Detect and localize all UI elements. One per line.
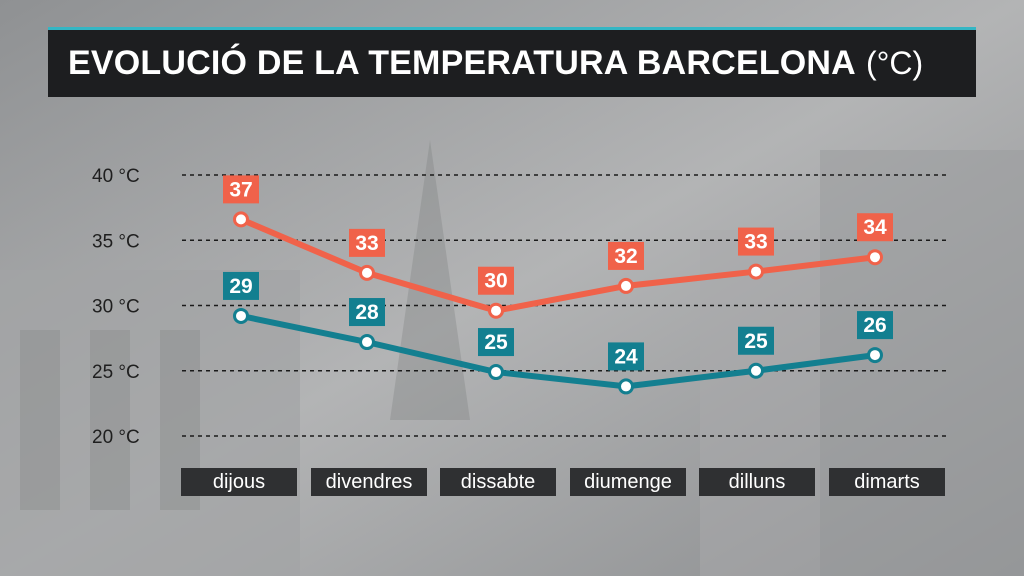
min-temperature-point (488, 364, 504, 381)
min-value-label-box (857, 311, 893, 340)
max-value-label: 37 (229, 178, 252, 201)
y-tick-label: 20 °C (92, 427, 140, 448)
y-tick-label: 25 °C (92, 362, 140, 383)
category-label: diumenge (570, 468, 686, 496)
min-value-label-box (608, 342, 644, 371)
min-temperature-point (359, 334, 375, 351)
min-value-label: 26 (863, 314, 886, 337)
max-temperature-point (618, 277, 634, 294)
max-temperature-point (748, 263, 764, 280)
max-temperature-point (867, 249, 883, 266)
category-label: dijous (181, 468, 297, 496)
max-temperature-point (488, 302, 504, 319)
max-temperature-point (359, 264, 375, 281)
min-temperature-point (233, 307, 249, 324)
min-value-label-box (738, 326, 774, 355)
max-value-label-box (223, 175, 259, 204)
max-value-label-box (608, 241, 644, 270)
max-value-label: 33 (744, 231, 767, 254)
max-temperature-line (238, 216, 878, 314)
y-tick-label: 40 °C (92, 166, 140, 187)
max-value-label: 33 (355, 232, 378, 255)
y-tick-label: 35 °C (92, 231, 140, 252)
min-temperature-point (748, 362, 764, 379)
category-label: dimarts (829, 468, 945, 496)
min-value-label: 28 (355, 301, 379, 324)
max-value-label-box (349, 228, 385, 257)
min-value-label-box (223, 271, 259, 300)
min-value-label: 24 (614, 345, 638, 368)
chart-title-unit: (°C) (865, 45, 924, 81)
min-temperature-point (618, 378, 634, 395)
category-label: dilluns (699, 468, 815, 496)
min-value-label: 25 (484, 331, 508, 354)
chart-title: EVOLUCIÓ DE LA TEMPERATURA BARCELONA (68, 44, 856, 82)
category-label: divendres (311, 468, 427, 496)
max-temperature-point (233, 211, 249, 228)
max-value-label: 34 (863, 216, 887, 239)
max-value-label-box (857, 213, 893, 242)
min-value-label-box (349, 298, 385, 327)
min-value-label: 29 (229, 275, 252, 298)
min-value-label: 25 (744, 330, 768, 353)
max-value-label-box (738, 227, 774, 256)
category-label: dissabte (440, 468, 556, 496)
max-value-label-box (478, 266, 514, 295)
max-value-label: 30 (484, 270, 507, 293)
min-value-label-box (478, 328, 514, 357)
min-temperature-point (867, 347, 883, 364)
max-value-label: 32 (614, 245, 637, 268)
y-tick-label: 30 °C (92, 297, 140, 318)
title-bar: EVOLUCIÓ DE LA TEMPERATURA BARCELONA (°C… (48, 27, 976, 97)
min-temperature-line (238, 312, 878, 390)
